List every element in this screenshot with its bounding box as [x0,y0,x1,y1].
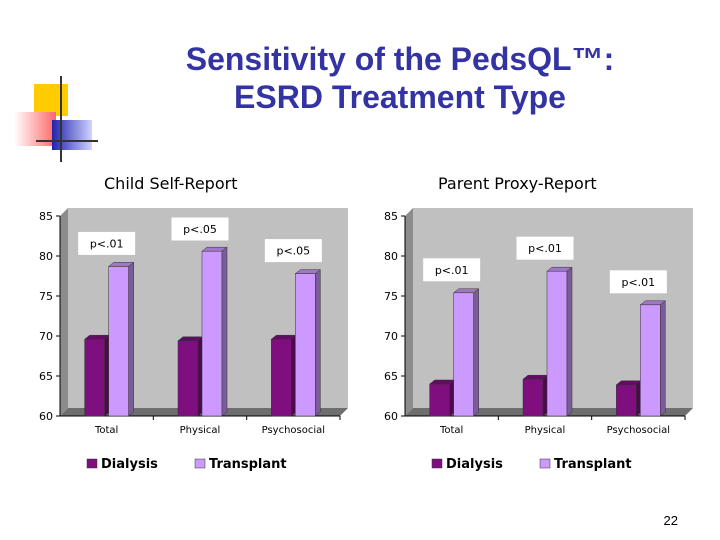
bar-dialysis-total [429,383,450,417]
slide-title: Sensitivity of the PedsQL™: ESRD Treatme… [150,40,650,116]
p-value-label: p<.05 [183,223,217,236]
p-value-label: p<.01 [435,264,469,277]
p-value-label: p<.05 [276,245,310,258]
chart-title-parent: Parent Proxy-Report [438,174,597,193]
title-decoration [8,72,98,167]
p-value-box [78,231,136,255]
bar-transplant-psychosocial [295,273,316,417]
y-tick-label: 65 [384,370,398,383]
x-tick-label: Total [439,425,463,436]
bar-transplant-total [108,266,129,417]
chart-child-self-report: 60 65 70 75 80 85 Total p<.01 Physical p<.05 Psych… [39,208,348,472]
page-number: 22 [663,513,678,528]
chart-side-wall [405,208,413,416]
deco-yellow-square [34,84,68,116]
bar-transplant-physical [546,270,568,417]
y-tick-label: 70 [39,330,53,343]
deco-horizontal-line [36,140,98,142]
slide-title-line1: Sensitivity of the PedsQL™: [185,41,615,77]
y-tick-label: 65 [39,370,53,383]
bar-side-transplant-psychosocial [660,300,666,417]
y-tick-label: 80 [39,250,53,263]
bar-side-transplant-physical [221,246,228,417]
legend-label-dialysis: Dialysis [101,457,158,472]
x-tick-label: Physical [525,425,566,436]
bar-side-transplant-physical [566,266,573,417]
bar-transplant-psychosocial [640,304,661,417]
legend-label-transplant: Transplant [209,457,287,472]
bar-transplant-total [453,292,474,417]
p-value-label: p<.01 [528,242,562,255]
legend-swatch-transplant [539,458,551,469]
p-value-box [171,217,229,241]
p-value-box [609,270,667,294]
p-value-label: p<.01 [621,276,655,289]
legend-swatch-dialysis [431,458,443,469]
y-tick-label: 80 [384,250,398,263]
y-tick-label: 60 [39,410,53,423]
chart-parent-proxy-report: 60 65 70 75 80 85 Total p<.01 Physical p<.01 Psych… [384,208,693,472]
x-tick-label: Psychosocial [262,425,325,436]
p-value-box [264,239,322,263]
y-tick-label: 70 [384,330,398,343]
legend-label-transplant: Transplant [554,457,632,472]
bar-side-transplant-total [473,288,479,417]
y-tick-label: 85 [39,210,53,223]
legend-swatch-transplant [194,458,206,469]
legend-swatch-dialysis [86,458,98,469]
p-value-label: p<.01 [90,237,124,250]
y-tick-label: 85 [384,210,398,223]
y-tick-label: 75 [384,290,398,303]
slide-title-line2: ESRD Treatment Type [234,79,566,115]
chart-side-wall [60,208,68,416]
y-tick-label: 60 [384,410,398,423]
p-value-box [423,258,481,282]
x-tick-label: Psychosocial [607,425,670,436]
x-tick-label: Total [94,425,118,436]
bar-dialysis-physical [522,378,544,417]
bar-dialysis-physical [177,340,199,417]
bar-transplant-physical [201,250,223,417]
x-tick-label: Physical [180,425,221,436]
deco-vertical-line [60,76,62,162]
bar-side-transplant-total [128,261,134,417]
legend-label-dialysis: Dialysis [446,457,503,472]
deco-blue-square [52,120,92,150]
bar-dialysis-psychosocial [271,338,292,417]
chart-title-child: Child Self-Report [104,174,238,193]
p-value-box [516,236,574,260]
bar-dialysis-psychosocial [616,384,637,417]
bar-side-transplant-psychosocial [315,269,321,417]
bar-dialysis-total [84,338,105,417]
y-tick-label: 75 [39,290,53,303]
